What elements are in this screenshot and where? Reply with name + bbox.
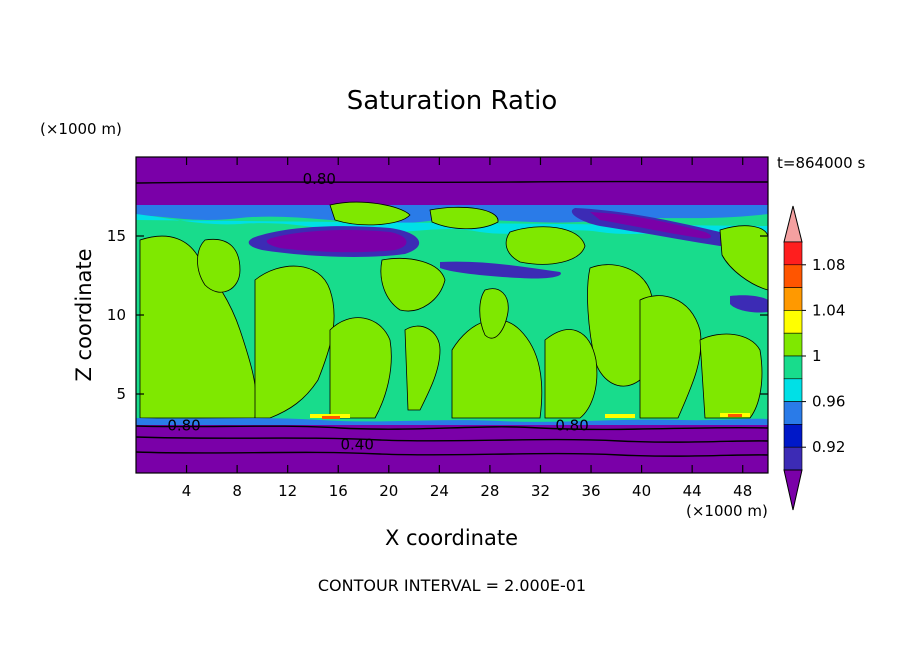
lower-dry-layer [136,423,768,473]
colorbar-swatch [783,378,803,402]
contour-lines [136,180,768,457]
x-axis-unit: (×1000 m) [686,502,768,520]
colorbar-label: 1 [812,347,822,365]
y-axis-unit: (×1000 m) [40,120,122,138]
colorbar-swatch [783,310,803,334]
colorbar-label: 0.96 [812,393,845,411]
upper-streak-core [590,212,712,239]
colorbar-bottom-triangle [783,469,803,511]
y-ticks: 5 10 15 [107,227,768,403]
time-label: t=864000 s [777,154,866,172]
contour-label: 0.80 [303,170,336,188]
boundary-blue [136,418,768,425]
x-tick-label: 4 [182,482,192,500]
colorbar-swatch [783,287,803,311]
colorbar-swatch [783,424,803,448]
colorbar-label: 1.04 [812,301,845,319]
x-tick-label: 44 [683,482,702,500]
colorbar-swatch [783,401,803,425]
contour-interval-note: CONTOUR INTERVAL = 2.000E-01 [317,576,587,595]
x-tick-label: 12 [278,482,297,500]
colorbar-top-triangle [783,205,803,243]
x-tick-label: 48 [733,482,752,500]
x-tick-label: 32 [531,482,550,500]
surface-hotspot-2 [605,414,635,418]
contour-labels: 0.80 0.80 0.80 0.40 [167,170,588,454]
x-ticks: 4 8 12 16 20 24 28 32 36 40 44 48 [182,157,752,500]
contour-field [136,157,768,473]
colorbar-swatch [783,355,803,380]
contour-label: 0.80 [167,417,200,435]
upper-blob-inner [266,230,407,253]
surface-hotspot-3-core [728,414,742,417]
contour-label: 0.40 [340,436,373,454]
contour-label: 0.80 [555,417,588,435]
colorbar-swatch [783,241,803,266]
y-tick-label: 5 [116,385,126,403]
colorbar-swatch [783,446,803,471]
x-tick-label: 24 [430,482,449,500]
colorbar-label: 1.08 [812,256,845,274]
x-tick-label: 16 [329,482,348,500]
x-tick-label: 20 [379,482,398,500]
x-axis-label: X coordinate [384,526,519,550]
right-edge-blob [730,295,768,313]
colorbar-swatch [783,332,803,357]
colorbar: 1.08 1.04 1 0.96 0.92 [783,205,845,511]
cloud-regions [139,201,768,419]
chart-title: Saturation Ratio [346,86,558,116]
x-tick-label: 40 [632,482,651,500]
surface-hotspot-1-core [322,416,340,419]
colorbar-swatch [783,264,803,288]
y-tick-label: 15 [107,227,126,245]
mid-streak-1 [440,261,561,279]
x-tick-label: 36 [581,482,600,500]
x-tick-label: 28 [480,482,499,500]
y-tick-label: 10 [107,306,126,324]
colorbar-label: 0.92 [812,438,845,456]
x-tick-label: 8 [232,482,242,500]
